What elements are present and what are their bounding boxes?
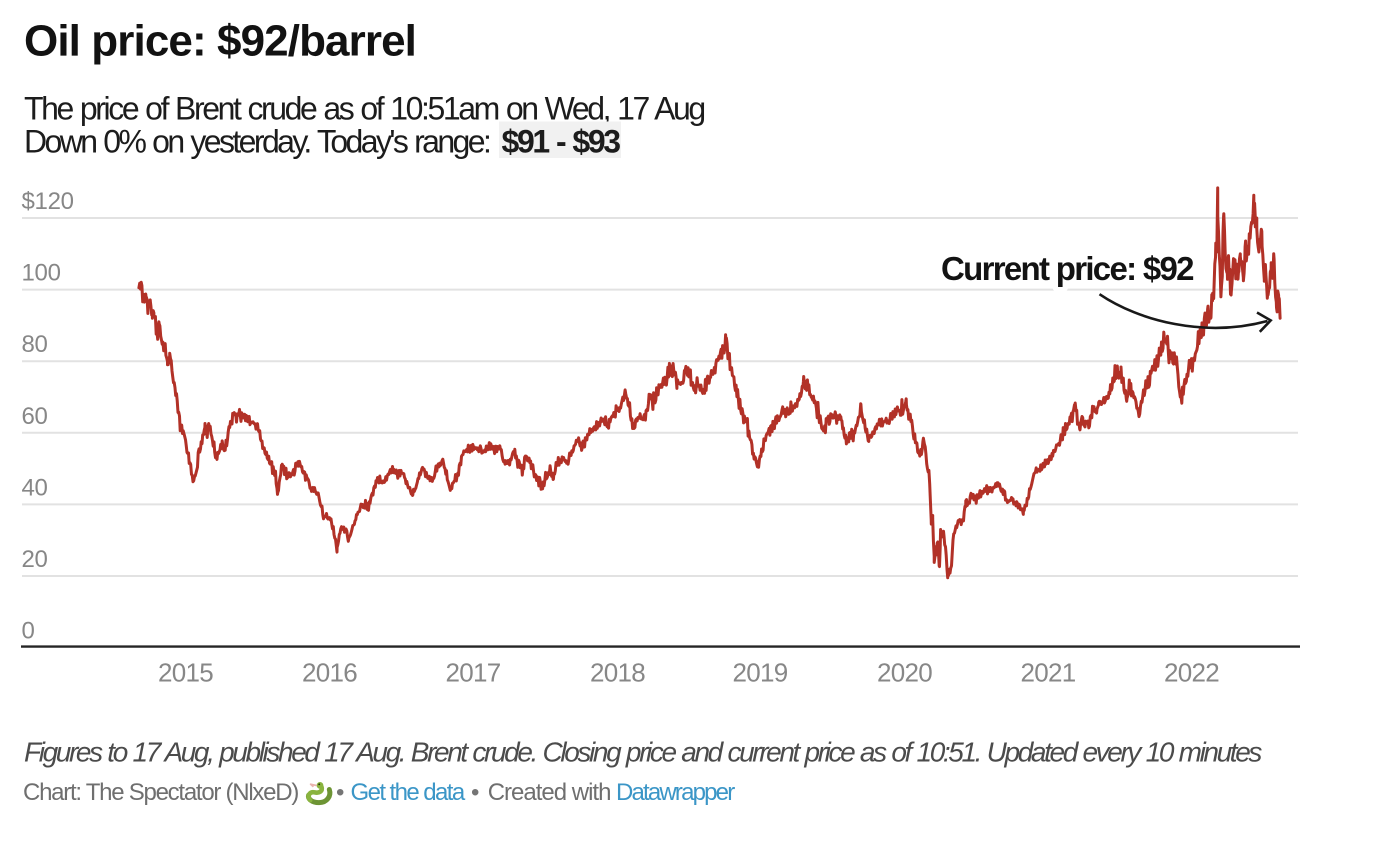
- svg-text:2022: 2022: [1164, 658, 1219, 688]
- svg-text:2017: 2017: [445, 658, 500, 688]
- svg-text:2020: 2020: [877, 658, 932, 688]
- svg-text:2016: 2016: [302, 658, 357, 688]
- svg-text:Down 0% on yesterday. Today's: Down 0% on yesterday. Today's range: $91…: [24, 124, 620, 160]
- svg-text:The price of Brent crude as of: The price of Brent crude as of 10:51am o…: [24, 91, 704, 127]
- svg-text:60: 60: [22, 403, 48, 430]
- svg-text:$120: $120: [22, 188, 74, 215]
- svg-text:0: 0: [22, 618, 35, 645]
- svg-text:20: 20: [22, 546, 48, 573]
- svg-text:40: 40: [22, 474, 48, 501]
- svg-text:100: 100: [22, 260, 61, 287]
- svg-text:80: 80: [22, 331, 48, 358]
- svg-text:2018: 2018: [590, 658, 645, 688]
- svg-text:Oil price: $92/barrel: Oil price: $92/barrel: [24, 17, 416, 66]
- svg-text:Figures to 17 Aug, published 1: Figures to 17 Aug, published 17 Aug. Bre…: [24, 737, 1262, 768]
- svg-text:Chart: The Spectator (NlxeD)•G: Chart: The Spectator (NlxeD) • Get the dat…: [23, 779, 735, 806]
- svg-text:2019: 2019: [732, 658, 787, 688]
- svg-text:Current price: $92: Current price: $92: [941, 250, 1194, 287]
- svg-text:2015: 2015: [158, 658, 213, 688]
- svg-text:2021: 2021: [1020, 658, 1075, 688]
